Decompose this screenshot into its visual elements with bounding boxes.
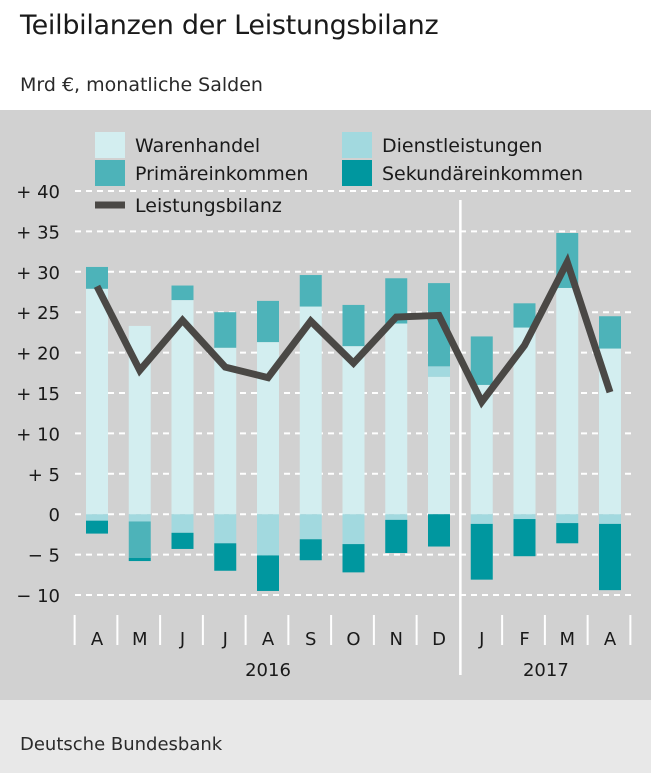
bar-dienst [214,514,237,544]
chart-svg: + 40 + 35 + 30 + 25 + 20 + 15 + 10 + 5 0 − 5 − 10 A… [0,110,651,700]
bar-waren [171,300,194,515]
y-tick-label: + 30 [16,263,60,284]
bar-primaer [513,303,536,328]
bar-dienst [385,514,408,520]
bar-waren [513,327,536,515]
x-tick-label: J [179,629,185,650]
bar-sekundaer [342,544,365,573]
bar-waren [128,325,151,515]
legend-swatch-dienst [342,132,372,158]
y-tick-label: + 25 [16,303,60,324]
legend-swatch-sekundaer [342,160,372,186]
bar-primaer [128,521,151,558]
footer [0,700,651,773]
bar-sekundaer [428,514,450,547]
bar-sekundaer [299,539,322,561]
bar-dienst [513,514,536,520]
x-tick-label: F [519,629,529,650]
bar-waren [342,346,365,515]
y-tick-label: + 20 [16,344,60,365]
bar-primaer [470,336,493,385]
bar-waren [257,342,279,515]
bar-dienst [86,514,108,521]
bar-dienst [342,514,365,545]
x-tick-label: M [559,629,575,650]
bar-dienst [556,514,579,524]
bar-dienst [599,514,621,524]
line-leistungsbilanz [93,253,614,409]
legend-label-dienst: Dienstleistungen [382,135,542,157]
bar-primaer [428,283,450,367]
bar-primaer [86,266,108,289]
bar-sekundaer [171,532,194,549]
bar-primaer [257,300,279,343]
legend-swatch-waren [95,132,125,158]
legend-label-primaer: Primäreinkommen [135,163,308,185]
bar-waren [470,384,493,515]
y-tick-label: + 5 [28,465,60,486]
bar-sekundaer [556,523,579,544]
bar-sekundaer [214,543,237,571]
bar-waren [428,376,450,515]
x-tick-label: J [222,629,228,650]
x-tick-label: A [604,629,617,650]
x-tick-label: O [346,629,360,650]
x-tick-label: N [390,629,403,650]
bar-primaer [214,312,237,348]
bar-sekundaer [128,557,151,562]
bar-sekundaer [599,523,621,591]
y-tick-label: 0 [49,505,60,526]
bar-dienst [299,514,322,540]
legend-label-sekundaer: Sekundäreinkommen [382,163,583,185]
chart-subtitle: Mrd €, monatliche Salden [20,74,263,96]
bar-waren [86,288,108,515]
bar-sekundaer [470,523,493,580]
bar-waren [556,287,579,515]
y-tick-label: + 35 [16,222,60,243]
legend-label-waren: Warenhandel [135,135,260,157]
year-label: 2017 [523,660,569,681]
page-title: Teilbilanzen der Leistungsbilanz [20,10,439,41]
x-tick-label: A [262,629,275,650]
bar-dienst [171,514,194,533]
bar-primaer [599,316,621,349]
x-tick-label: M [132,629,148,650]
legend-swatch-primaer [95,160,125,186]
bar-waren [299,306,322,515]
y-tick-label: + 10 [16,424,60,445]
bar-primaer [342,304,365,347]
bar-sekundaer [86,520,108,534]
y-tick-label: − 5 [28,546,60,567]
bar-sekundaer [513,519,536,557]
x-tick-label: S [305,629,316,650]
bar-primaer [299,275,322,307]
x-tick-label: J [478,629,484,650]
y-tick-label: + 15 [16,384,60,405]
bar-dienst [257,514,279,556]
source-label: Deutsche Bundesbank [20,734,223,755]
bar-primaer [171,285,194,301]
bar-dienst [428,366,450,377]
bar-waren [214,347,237,515]
x-tick-label: A [91,629,104,650]
y-tick-label: − 10 [16,586,60,607]
chart-area: + 40 + 35 + 30 + 25 + 20 + 15 + 10 + 5 0 − 5 − 10 A… [0,110,651,700]
bar-primaer [385,278,408,324]
bar-waren [385,323,408,515]
bar-sekundaer [257,555,279,591]
bar-dienst [470,514,493,524]
bar-sekundaer [385,519,408,553]
y-tick-label: + 40 [16,182,60,203]
x-tick-label: D [432,629,446,650]
legend-label-leistung: Leistungsbilanz [135,195,282,217]
year-label: 2016 [245,660,291,681]
bar-dienst [128,514,151,522]
bar-waren [599,348,621,515]
